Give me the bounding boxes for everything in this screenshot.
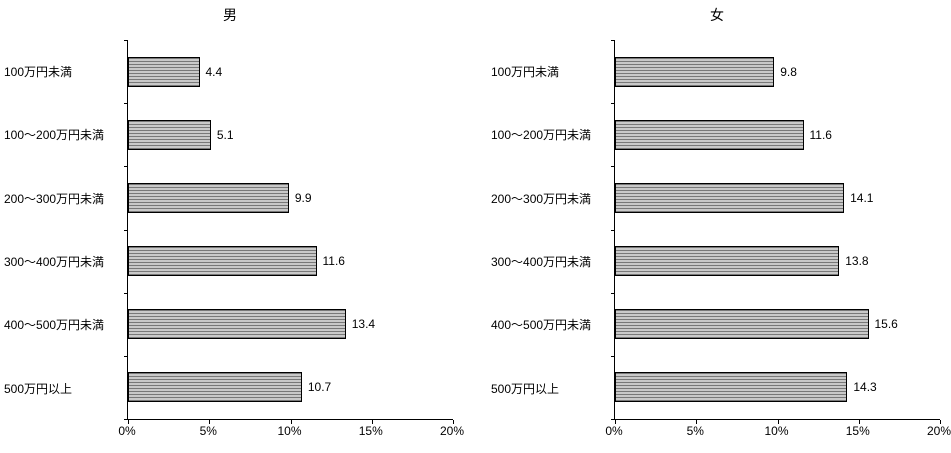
x-axis-tick (615, 420, 616, 424)
category-label: 200〜300万円未満 (4, 191, 105, 206)
bar-row: 14.1 (615, 166, 940, 229)
y-axis-tick (124, 103, 128, 105)
category-label: 200〜300万円未満 (491, 191, 592, 206)
bar-row: 11.6 (128, 230, 453, 293)
bar (128, 246, 317, 277)
y-axis-tick (611, 103, 615, 105)
x-axis-labels-male: 0% 5% 10% 15% 20% (118, 424, 464, 438)
category-labels-male: 100万円未満 100〜200万円未満 200〜300万円未満 300〜400万円未満… (4, 40, 124, 420)
bar (128, 372, 302, 403)
y-axis-tick (124, 419, 128, 420)
x-axis-tick-label: 5% (686, 424, 704, 438)
bar (128, 182, 289, 213)
category-label: 300〜400万円未満 (4, 255, 105, 270)
y-axis-tick (124, 292, 128, 294)
x-axis-tick-label: 5% (199, 424, 217, 438)
bar (128, 119, 211, 150)
category-label: 100〜200万円未満 (4, 128, 105, 143)
bar-row: 9.8 (615, 40, 940, 103)
bar-row: 13.4 (128, 293, 453, 356)
category-label: 400〜500万円未満 (4, 318, 105, 333)
bar (128, 56, 200, 87)
x-axis-tick (128, 420, 129, 424)
x-axis-tick-label: 15% (358, 424, 383, 438)
bar (615, 56, 775, 87)
y-axis-tick (124, 40, 128, 41)
bar-row: 5.1 (128, 103, 453, 166)
bar-value-label: 5.1 (216, 127, 234, 142)
bar-value-label: 4.4 (205, 64, 223, 79)
bar-value-label: 10.7 (307, 380, 332, 395)
chart-female: 女 100万円未満 100〜200万円未満 200〜300万円未満 300〜400万円… (487, 0, 951, 453)
chart-title-male: 男 (223, 7, 237, 23)
x-axis-tick-label: 15% (845, 424, 870, 438)
category-label: 100万円未満 (491, 65, 560, 80)
bar-row: 14.3 (615, 356, 940, 419)
category-label: 100万円未満 (4, 65, 73, 80)
bar-row: 13.8 (615, 230, 940, 293)
bar-value-label: 15.6 (874, 317, 898, 332)
category-label: 400〜500万円未満 (491, 318, 592, 333)
bar-row: 15.6 (615, 293, 940, 356)
x-axis-tick (940, 420, 941, 424)
x-axis-tick-label: 0% (605, 424, 623, 438)
bar-row: 4.4 (128, 40, 453, 103)
bar-value-label: 13.8 (845, 254, 869, 269)
bar-value-label: 9.8 (780, 64, 797, 79)
x-axis-tick (371, 420, 373, 424)
bar-value-label: 14.1 (850, 190, 874, 205)
x-axis-tick-label: 10% (277, 424, 302, 438)
bar (615, 182, 845, 213)
x-axis-tick (290, 420, 292, 424)
bar-row: 9.9 (128, 166, 453, 229)
x-axis-tick-label: 0% (118, 424, 136, 438)
x-axis-tick (453, 420, 454, 424)
x-axis-tick (777, 420, 779, 424)
y-axis-tick (611, 166, 615, 168)
bar (615, 246, 840, 277)
x-axis-tick (858, 420, 860, 424)
category-label: 100〜200万円未満 (491, 128, 592, 143)
y-axis-tick (611, 419, 615, 420)
bar (615, 372, 848, 403)
category-labels-female: 100万円未満 100〜200万円未満 200〜300万円未満 300〜400万円未満… (491, 40, 611, 420)
x-axis-tick-label: 20% (439, 424, 465, 438)
y-axis-tick (611, 40, 615, 41)
x-axis-tick (209, 420, 211, 424)
bar-value-label: 9.9 (294, 190, 312, 205)
category-label: 500万円以上 (491, 381, 560, 396)
chart-male: 男 100万円未満 100〜200万円未満 200〜300万円未満 300〜400万円… (0, 0, 464, 453)
y-axis-tick (124, 166, 128, 168)
plot-area-female: 9.8 11.6 14.1 13.8 15.6 14.3 (611, 40, 941, 424)
y-axis-tick (611, 292, 615, 294)
y-axis-tick (124, 229, 128, 231)
bar-value-label: 14.3 (853, 380, 877, 395)
x-axis-labels-female: 0% 5% 10% 15% 20% (605, 424, 951, 438)
x-axis-tick-label: 10% (764, 424, 789, 438)
bar-value-label: 13.4 (351, 317, 376, 332)
bar-row: 11.6 (615, 103, 940, 166)
bar-value-label: 11.6 (809, 127, 832, 142)
x-axis-tick (696, 420, 698, 424)
category-label: 500万円以上 (4, 381, 73, 396)
plot-area-male: 4.4 5.1 9.9 11.6 13.4 10.7 (124, 40, 454, 424)
y-axis-tick (124, 355, 128, 357)
x-axis-tick-label: 20% (926, 424, 951, 438)
bar (128, 309, 346, 340)
bar-value-label: 11.6 (322, 254, 345, 269)
chart-title-female: 女 (710, 7, 724, 23)
y-axis-tick (611, 355, 615, 357)
bar-row: 10.7 (128, 356, 453, 419)
y-axis-tick (611, 229, 615, 231)
category-label: 300〜400万円未満 (491, 255, 592, 270)
bar (615, 119, 804, 150)
bar (615, 309, 869, 340)
